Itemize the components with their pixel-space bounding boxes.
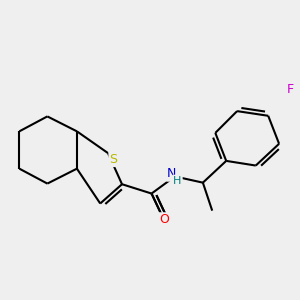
Text: N: N [167, 167, 176, 181]
Text: O: O [159, 214, 169, 226]
Text: S: S [110, 153, 118, 166]
Text: H: H [173, 176, 182, 186]
Text: F: F [286, 83, 293, 96]
